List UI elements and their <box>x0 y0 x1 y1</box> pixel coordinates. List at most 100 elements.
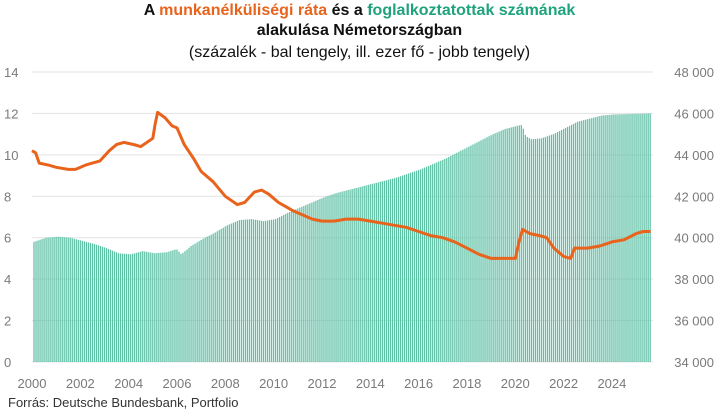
employment-bar <box>528 138 530 362</box>
employment-bar <box>39 239 41 362</box>
employment-bar <box>391 178 394 362</box>
employment-bar <box>164 252 166 362</box>
employment-bar <box>611 114 613 362</box>
employment-bar <box>248 219 251 362</box>
employment-bar <box>456 152 458 362</box>
employment-bar <box>562 128 565 362</box>
employment-bar <box>331 194 333 362</box>
employment-bar <box>275 219 277 362</box>
employment-bar <box>573 123 575 363</box>
employment-bar <box>546 136 549 362</box>
employment-bar <box>506 128 508 362</box>
employment-bar <box>123 253 126 362</box>
employment-bar <box>142 251 144 362</box>
employment-bar <box>236 220 238 362</box>
employment-bar <box>472 144 474 362</box>
employment-bar <box>424 167 426 362</box>
employment-bar <box>605 115 607 363</box>
employment-bar <box>242 219 245 362</box>
employment-bar <box>639 113 641 362</box>
employment-bar <box>462 149 464 362</box>
employment-bar <box>631 113 633 362</box>
employment-bar <box>309 203 311 362</box>
employment-bar <box>126 253 128 362</box>
employment-bar <box>174 249 176 362</box>
x-tick-label: 2022 <box>549 376 578 391</box>
employment-bar <box>544 136 547 362</box>
employment-bar <box>377 182 379 362</box>
employment-bar <box>379 181 381 362</box>
employment-bar <box>140 251 142 362</box>
employment-bar <box>152 252 154 362</box>
employment-bar <box>93 243 96 362</box>
employment-bar <box>317 199 319 362</box>
employment-bar <box>160 252 162 362</box>
employment-bar <box>514 126 516 362</box>
employment-bar <box>524 134 526 362</box>
employment-bar <box>417 170 420 362</box>
employment-bar <box>246 219 249 362</box>
employment-bar <box>105 248 108 362</box>
employment-bar <box>522 128 524 362</box>
employment-bar <box>194 243 196 362</box>
employment-bar <box>252 219 255 362</box>
employment-bar <box>281 215 283 362</box>
employment-bar <box>341 191 343 362</box>
employment-bar <box>349 189 351 362</box>
employment-bar <box>180 253 182 362</box>
y-left-tick-label: 12 <box>4 106 18 121</box>
employment-bar <box>585 119 587 363</box>
employment-bar <box>226 225 228 362</box>
employment-bar <box>399 176 402 362</box>
employment-bar <box>121 253 124 362</box>
employment-bar <box>496 132 498 362</box>
employment-bar <box>33 241 35 362</box>
employment-bar <box>502 129 504 362</box>
employment-bar <box>407 173 410 362</box>
employment-bar <box>597 116 599 363</box>
employment-bar <box>214 232 216 362</box>
employment-bar <box>375 182 377 362</box>
employment-bar <box>599 116 601 363</box>
employment-bar <box>146 251 148 362</box>
employment-bar <box>196 242 198 362</box>
chart-title-line2: alakulása Németországban <box>256 22 463 39</box>
employment-bar <box>218 230 220 362</box>
employment-bar <box>170 250 172 362</box>
employment-bar <box>45 237 47 362</box>
unemployment-line-path <box>31 110 651 260</box>
x-tick-label: 2020 <box>501 376 530 391</box>
employment-bar <box>192 244 194 362</box>
employment-bar <box>238 220 241 362</box>
employment-bar <box>409 172 412 362</box>
x-tick-label: 2012 <box>308 376 337 391</box>
employment-bar <box>272 219 275 362</box>
employment-bar <box>454 153 456 362</box>
employment-bar <box>49 237 51 362</box>
employment-bar <box>69 237 71 362</box>
employment-bar <box>542 137 545 362</box>
employment-bar <box>113 251 116 362</box>
employment-bar <box>158 252 160 362</box>
employment-bar <box>293 210 295 362</box>
employment-bar <box>323 197 325 362</box>
employment-bar <box>254 219 257 362</box>
y-right-tick-label: 40 000 <box>674 231 714 246</box>
employment-bar <box>452 154 454 362</box>
employment-bar <box>230 223 232 362</box>
y-left-tick-label: 0 <box>4 355 11 370</box>
x-tick-label: 2008 <box>211 376 240 391</box>
employment-bar <box>303 205 305 362</box>
x-tick-label: 2000 <box>18 376 47 391</box>
employment-bar <box>510 127 512 363</box>
employment-bar <box>403 174 406 362</box>
employment-bar <box>617 114 619 362</box>
employment-bar <box>512 126 514 363</box>
employment-bar <box>571 124 573 362</box>
employment-bar <box>216 231 218 362</box>
employment-bar <box>277 218 279 362</box>
title-part2: és a <box>327 2 368 19</box>
employment-bar <box>383 180 385 362</box>
employment-bar <box>208 235 210 362</box>
employment-bar <box>492 134 494 362</box>
